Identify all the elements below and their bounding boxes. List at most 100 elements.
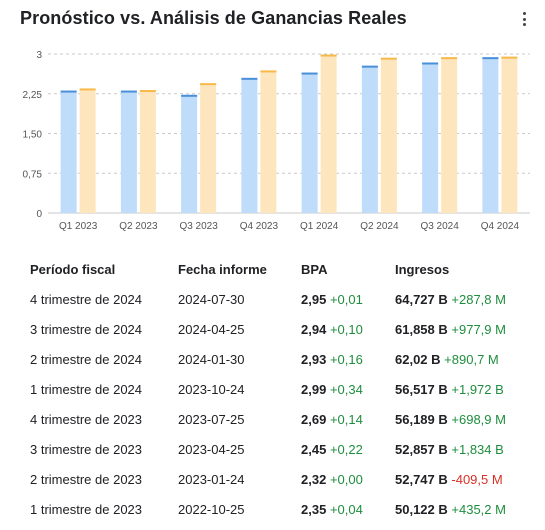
cell-date: 2023-10-24 (178, 381, 245, 397)
eps-value: 2,35 (301, 501, 327, 517)
cell-eps: 2,45 +0,22 (291, 434, 385, 464)
cell-eps: 2,95 +0,01 (291, 284, 385, 314)
forecast-bar[interactable] (482, 57, 499, 214)
revenue-value: 56,189 B (395, 411, 448, 427)
revenue-surprise: +435,2 M (451, 501, 506, 517)
cell-eps: 2,35 +0,04 (291, 494, 385, 524)
x-tick-label: Q2 2024 (360, 221, 399, 232)
cell-period: 1 trimestre de 2024 (30, 381, 143, 397)
x-tick-label: Q4 2023 (240, 221, 279, 232)
y-tick-label: 2,25 (23, 90, 43, 101)
cell-period: 2 trimestre de 2023 (30, 471, 143, 487)
x-tick-label: Q4 2024 (481, 221, 520, 232)
y-tick-label: 1,50 (23, 130, 43, 141)
revenue-value: 52,857 B (395, 441, 448, 457)
eps-surprise: +0,10 (329, 321, 363, 337)
cell-revenue: 52,747 B -409,5 M (385, 464, 525, 494)
revenue-value: 64,727 B (395, 291, 448, 307)
y-tick-label: 0,75 (23, 169, 43, 180)
revenue-value: 62,02 B (395, 351, 441, 367)
eps-value: 2,69 (301, 411, 327, 427)
actual-bar[interactable] (380, 57, 397, 214)
x-tick-label: Q3 2024 (420, 221, 459, 232)
forecast-bar[interactable] (422, 62, 439, 214)
eps-surprise: +0,14 (329, 411, 363, 427)
header-date: Fecha informe (178, 261, 267, 277)
earnings-chart: 0 0,75 1,50 2,25 3 Q1 2023 Q2 2023 Q3 2023 Q4 2… (23, 50, 530, 232)
revenue-value: 56,517 B (395, 381, 448, 397)
eps-value: 2,45 (301, 441, 327, 457)
actual-bar[interactable] (200, 83, 217, 214)
cell-revenue: 61,858 B +977,9 M (385, 314, 525, 344)
cell-date: 2023-04-25 (178, 441, 245, 457)
chart-bars (60, 54, 518, 214)
chart-x-axis: Q1 2023 Q2 2023 Q3 2023 Q4 2023 Q1 2024 Q2 20… (59, 221, 520, 232)
revenue-value: 50,122 B (395, 501, 448, 517)
cell-date: 2022-10-25 (178, 501, 245, 517)
cell-period: 4 trimestre de 2023 (30, 411, 143, 427)
table-row: 2 trimestre de 2024 2024-01-30 2,93 +0,16 6… (20, 344, 525, 374)
forecast-bar[interactable] (361, 65, 378, 213)
table-row: 4 trimestre de 2023 2023-07-25 2,69 +0,14 5… (20, 404, 525, 434)
header-period: Período fiscal (30, 261, 116, 277)
y-tick-label: 0 (36, 209, 42, 220)
x-tick-label: Q3 2023 (179, 221, 218, 232)
cell-revenue: 62,02 B +890,7 M (385, 344, 525, 374)
forecast-bar[interactable] (301, 72, 318, 213)
more-vert-icon[interactable] (517, 10, 531, 28)
revenue-surprise: +1,972 B (451, 381, 504, 397)
eps-value: 2,94 (301, 321, 327, 337)
cell-date: 2024-01-30 (178, 351, 245, 367)
cell-revenue: 64,727 B +287,8 M (385, 284, 525, 314)
table-row: 1 trimestre de 2024 2023-10-24 2,99 +0,34 5… (20, 374, 525, 404)
cell-eps: 2,94 +0,10 (291, 314, 385, 344)
cell-date: 2024-07-30 (178, 291, 245, 307)
x-tick-label: Q1 2023 (59, 221, 98, 232)
revenue-value: 52,747 B (395, 471, 448, 487)
table-header-row: Período fiscal Fecha informe BPA Ingreso… (20, 254, 525, 284)
revenue-surprise: +890,7 M (444, 351, 499, 367)
eps-surprise: +0,22 (329, 441, 363, 457)
actual-bar[interactable] (139, 90, 156, 213)
cell-period: 4 trimestre de 2024 (30, 291, 143, 307)
revenue-surprise: +698,9 M (451, 411, 506, 427)
eps-value: 2,32 (301, 471, 327, 487)
eps-value: 2,93 (301, 351, 327, 367)
table-row: 4 trimestre de 2024 2024-07-30 2,95 +0,01 6… (20, 284, 525, 314)
eps-value: 2,95 (301, 291, 327, 307)
y-tick-label: 3 (36, 50, 42, 61)
cell-revenue: 52,857 B +1,834 B (385, 434, 525, 464)
actual-bar[interactable] (320, 54, 337, 213)
forecast-bar[interactable] (241, 77, 258, 213)
forecast-bar[interactable] (60, 90, 77, 213)
forecast-bar[interactable] (120, 90, 137, 213)
eps-surprise: +0,34 (329, 381, 363, 397)
cell-revenue: 50,122 B +435,2 M (385, 494, 525, 524)
eps-surprise: +0,01 (329, 291, 363, 307)
table-row: 3 trimestre de 2023 2023-04-25 2,45 +0,22 5… (20, 434, 525, 464)
header-eps: BPA (301, 261, 328, 277)
actual-bar[interactable] (441, 57, 458, 214)
eps-surprise: +0,16 (329, 351, 363, 367)
table-row: 2 trimestre de 2023 2023-01-24 2,32 +0,00 5… (20, 464, 525, 494)
cell-period: 3 trimestre de 2023 (30, 441, 143, 457)
cell-period: 1 trimestre de 2023 (30, 501, 143, 517)
table-row: 1 trimestre de 2023 2022-10-25 2,35 +0,04 5… (20, 494, 525, 524)
actual-bar[interactable] (79, 88, 96, 213)
cell-eps: 2,99 +0,34 (291, 374, 385, 404)
table-row: 3 trimestre de 2024 2024-04-25 2,94 +0,10 6… (20, 314, 525, 344)
card-title: Pronóstico vs. Análisis de Ganancias Rea… (20, 8, 407, 28)
eps-surprise: +0,00 (329, 471, 363, 487)
actual-bar[interactable] (260, 70, 277, 214)
revenue-surprise: -409,5 M (451, 471, 503, 487)
cell-eps: 2,32 +0,00 (291, 464, 385, 494)
forecast-bar[interactable] (181, 94, 198, 213)
x-tick-label: Q2 2023 (119, 221, 158, 232)
cell-eps: 2,93 +0,16 (291, 344, 385, 374)
cell-period: 3 trimestre de 2024 (30, 321, 143, 337)
revenue-value: 61,858 B (395, 321, 448, 337)
revenue-surprise: +977,9 M (451, 321, 506, 337)
cell-eps: 2,69 +0,14 (291, 404, 385, 434)
actual-bar[interactable] (501, 56, 518, 214)
